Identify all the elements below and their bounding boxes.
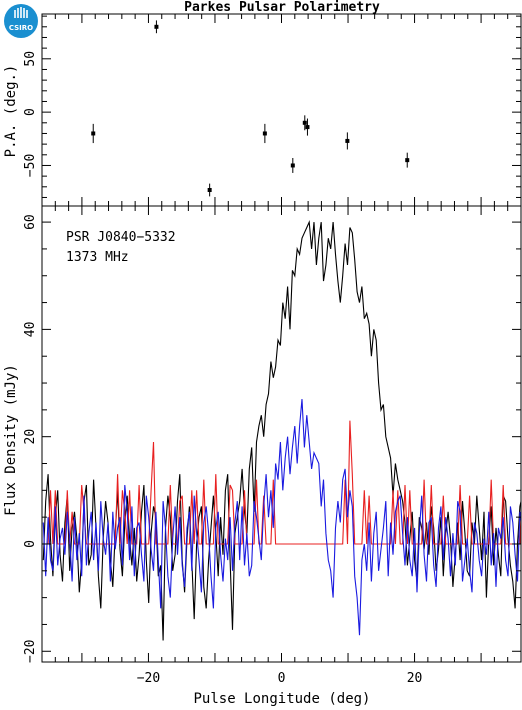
plot-title: Parkes Pulsar Polarimetry <box>184 0 380 15</box>
pa-points <box>91 20 410 197</box>
pa-point <box>207 188 212 192</box>
frequency-annotation: 1373 MHz <box>66 250 129 265</box>
csiro-logo-text: CSIRO <box>9 24 33 32</box>
flux-ytick-label: 60 <box>23 214 38 230</box>
pa-point <box>262 131 267 136</box>
flux-ytick-label: 20 <box>23 429 38 445</box>
pa-point <box>305 125 310 130</box>
pa-point <box>290 163 295 168</box>
flux-xlabel: Pulse Longitude (deg) <box>193 691 370 707</box>
flux-ytick-label: 40 <box>23 322 38 338</box>
flux-series-1 <box>43 420 521 545</box>
pa-point <box>302 120 307 125</box>
pa-ylabel: P.A. (deg.) <box>3 65 19 158</box>
flux-series-2 <box>42 399 521 636</box>
flux-xtick-label: −20 <box>137 671 160 686</box>
pa-point <box>405 158 410 163</box>
flux-series-0 <box>42 219 521 641</box>
csiro-logo-disc <box>4 4 38 38</box>
flux-xtick-label: 20 <box>407 671 423 686</box>
pa-ytick-label: 50 <box>23 51 38 67</box>
pa-ytick-label: −50 <box>23 154 38 177</box>
flux-ytick-label: 0 <box>23 540 38 548</box>
flux-ylabel: Flux Density (mJy) <box>3 364 19 516</box>
pa-point <box>154 24 159 29</box>
csiro-logo: CSIRO <box>4 4 38 38</box>
flux-panel: −20 0 20 −20 0 20 40 60 Flux Density (mJy) Puls… <box>3 205 522 707</box>
flux-xtick-label: 0 <box>278 671 286 686</box>
csiro-logo-rays-icon <box>14 7 28 18</box>
flux-ytick-label: −20 <box>23 640 38 663</box>
flux-ticks: −20 0 20 −20 0 20 40 60 <box>23 206 522 686</box>
pa-point <box>91 131 96 136</box>
pa-ytick-label: 0 <box>23 108 38 116</box>
flux-series <box>42 219 521 641</box>
pa-ticks: −50 0 50 <box>23 14 522 206</box>
pa-panel: −50 0 50 P.A. (deg.) <box>3 13 522 207</box>
pa-point <box>345 138 350 143</box>
pulsar-name-annotation: PSR J0840−5332 <box>66 230 176 245</box>
